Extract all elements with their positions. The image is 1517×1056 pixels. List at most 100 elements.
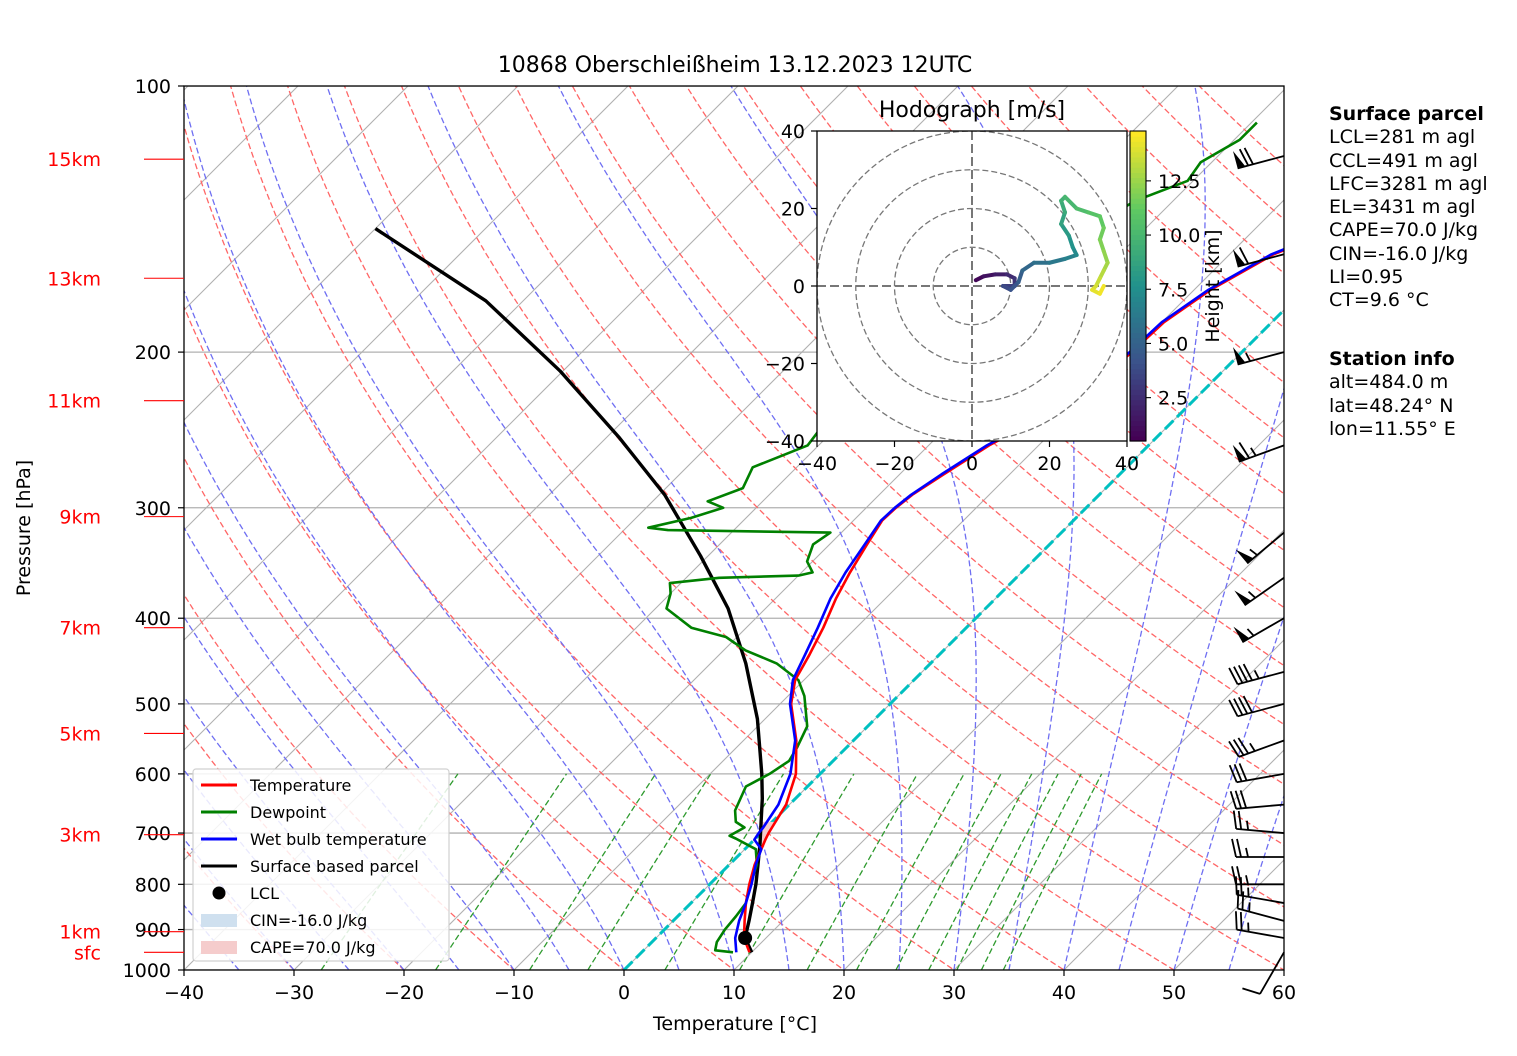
colorbar-segment	[1130, 193, 1146, 199]
colorbar-segment	[1130, 260, 1146, 266]
dry-adiabat	[184, 123, 846, 970]
y-tick-label: 600	[135, 764, 171, 786]
isotherm-line	[1063, 749, 1284, 970]
wind-barb	[1228, 695, 1285, 718]
height-label: sfc	[74, 942, 101, 964]
isotherm-line	[184, 86, 849, 751]
x-tick-label: 40	[1052, 982, 1076, 1004]
station-longitude: lon=11.55° E	[1329, 417, 1456, 440]
wind-barb	[1228, 763, 1285, 784]
dry-adiabat	[856, 86, 1284, 495]
hodograph-segment	[1063, 253, 1079, 261]
x-tick-label: 10	[722, 982, 746, 1004]
wind-barb	[1232, 347, 1285, 366]
surface-parcel-el: EL=3431 m agl	[1329, 196, 1476, 219]
isotherm-line	[513, 199, 1284, 970]
hodograph-segment	[1097, 225, 1106, 242]
colorbar-segment	[1130, 379, 1146, 385]
wind-barb	[1236, 890, 1285, 922]
x-tick-label: 20	[832, 982, 856, 1004]
y-tick-label: 700	[135, 823, 171, 845]
legend-item: CIN=-16.0 J/kg	[201, 911, 367, 930]
colorbar-segment	[1130, 156, 1146, 163]
hodograph-segment	[1020, 260, 1036, 273]
colorbar-segment	[1130, 296, 1146, 303]
y-tick-label: 400	[135, 608, 171, 630]
x-tick-label: −30	[274, 982, 314, 1004]
legend-label: Surface based parcel	[250, 857, 419, 876]
wind-barb	[1231, 866, 1284, 886]
colorbar-segment	[1130, 249, 1146, 256]
legend-box	[192, 768, 450, 962]
legend-label: Dewpoint	[250, 803, 326, 822]
dry-adiabat	[286, 86, 1066, 970]
mixing-ratio-line	[928, 773, 1033, 970]
wind-barb	[1235, 876, 1285, 904]
hodograph-ring	[893, 207, 1051, 365]
colorbar-segment	[1130, 399, 1146, 406]
colorbar-segment	[1130, 337, 1146, 344]
x-tick-label: −20	[384, 982, 424, 1004]
chart-title: 10868 Oberschleißheim 13.12.2023 12UTC	[498, 53, 973, 78]
legend-label: LCL	[250, 884, 279, 903]
isotherm-line	[184, 86, 519, 421]
colorbar-segment	[1130, 136, 1146, 142]
colorbar-segment	[1130, 198, 1146, 204]
colorbar-segment	[1130, 239, 1146, 246]
wind-barb	[1232, 810, 1285, 834]
legend-item: LCL	[212, 884, 279, 903]
mixing-ratio-line	[587, 773, 712, 970]
isotherm-line	[953, 639, 1284, 970]
y-axis-label: Pressure [hPa]	[13, 460, 35, 596]
colorbar-segment	[1130, 244, 1146, 251]
hodograph-segment	[1097, 237, 1106, 254]
hodograph-x-tick-label: 40	[1115, 453, 1139, 475]
x-tick-label: −10	[494, 982, 534, 1004]
moist-adiabat	[730, 86, 977, 970]
plot-axes: −40 −30 −20 −10 0 10 20 30 40 50 60100090080070060…	[47, 76, 1296, 1004]
y-tick-label: 100	[135, 76, 171, 98]
wind-barb	[1233, 617, 1285, 644]
mixing-ratio-line	[895, 773, 1002, 970]
dry-adiabat	[685, 86, 1284, 667]
dry-adiabat	[184, 305, 736, 970]
colorbar-tick-label: 12.5	[1158, 171, 1200, 193]
legend-item: Temperature	[201, 776, 351, 795]
colorbar-segment	[1130, 141, 1146, 148]
colorbar-label: Height [km]	[1202, 229, 1224, 342]
surface-parcel-lfc: LFC=3281 m agl	[1329, 172, 1488, 195]
colorbar-segment	[1130, 389, 1146, 396]
colorbar-segment	[1130, 410, 1146, 416]
hodograph-segment	[1059, 210, 1067, 226]
legend-item: CAPE=70.0 J/kg	[201, 938, 376, 957]
moist-adiabat	[184, 421, 570, 970]
legend-label: Temperature	[249, 776, 351, 795]
hodograph-segment	[1059, 198, 1067, 215]
colorbar-segment	[1130, 265, 1146, 272]
colorbar-segment	[1130, 187, 1146, 194]
wind-barbs	[1228, 147, 1285, 995]
hodograph-segment	[1066, 233, 1075, 250]
colorbar-segment	[1130, 151, 1146, 158]
dry-adiabat	[184, 593, 515, 970]
y-tick-label: 500	[135, 694, 171, 716]
colorbar-segment	[1130, 234, 1146, 241]
surface-parcel-li: LI=0.95	[1329, 266, 1404, 289]
colorbar-segment	[1130, 327, 1146, 334]
colorbar-segment	[1130, 311, 1146, 318]
hodograph-y-tick-label: −40	[765, 431, 805, 453]
colorbar-segment	[1130, 146, 1146, 153]
lcl-marker	[738, 930, 753, 945]
colorbar-segment	[1130, 358, 1146, 365]
colorbar-segment	[1130, 167, 1146, 173]
surface-parcel-cin: CIN=-16.0 J/kg	[1329, 242, 1469, 265]
surface-parcel-ct: CT=9.6 °C	[1329, 289, 1429, 312]
x-axis-label: Temperature [°C]	[652, 1013, 817, 1035]
x-tick-label: 30	[942, 982, 966, 1004]
mixing-ratio-line	[435, 773, 568, 970]
moist-adiabat	[1063, 86, 1206, 970]
colorbar-tick-label: 5.0	[1158, 333, 1188, 355]
colorbar-segment	[1130, 203, 1146, 210]
surface-parcel-info: Surface parcel LCL=281 m agl CCL=491 m a…	[1329, 103, 1488, 313]
